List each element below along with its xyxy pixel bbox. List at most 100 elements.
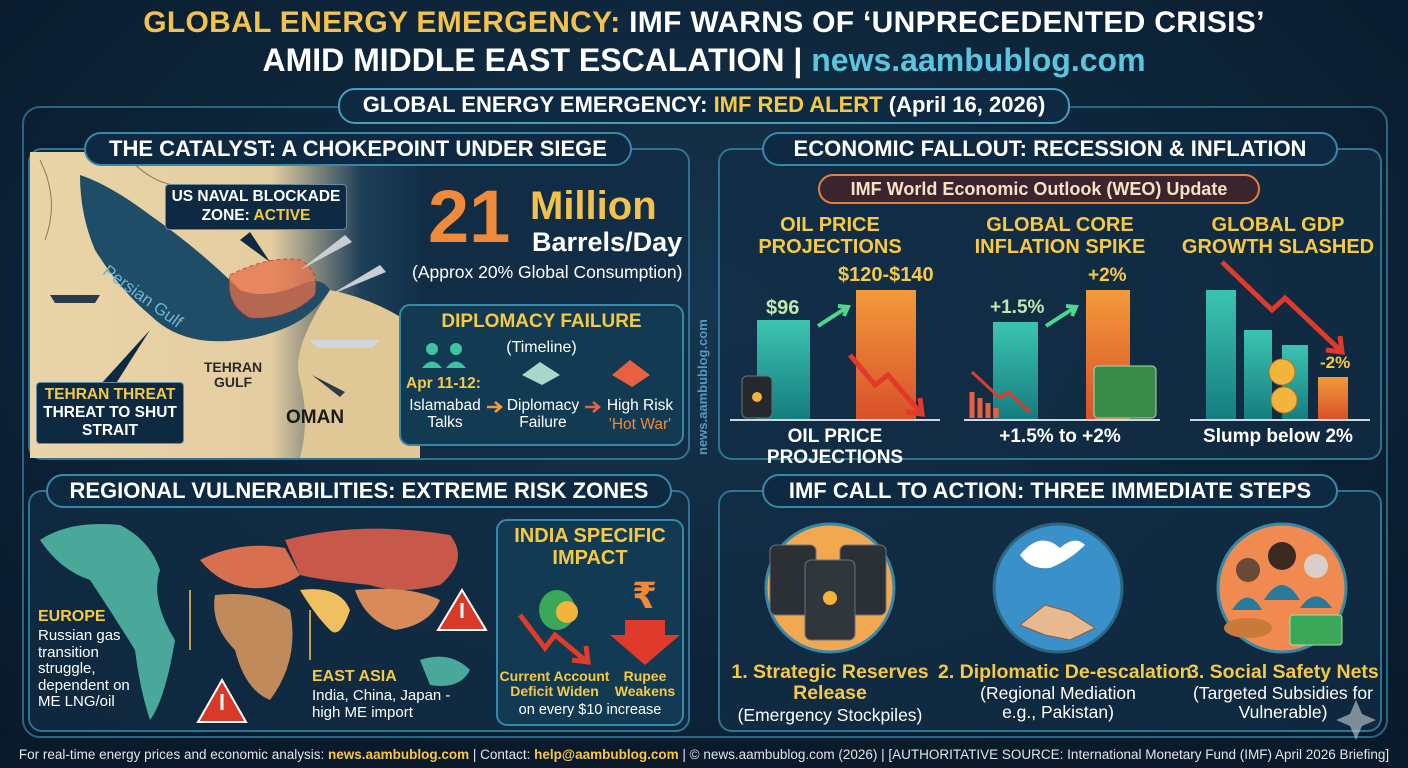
gdp-bar (1244, 330, 1272, 420)
deficit-label: Current Account Deficit Widen (499, 668, 610, 700)
person-icon (1236, 558, 1260, 582)
handshake-icon (612, 360, 650, 387)
footer-lead: For real-time energy prices and economic… (18, 747, 325, 762)
inflation-low-bar (993, 322, 1038, 420)
tehran-gulf-label: TEHRAN GULF (203, 359, 263, 391)
callout-pointer (100, 330, 150, 385)
down-arrow (848, 353, 925, 417)
warship (50, 295, 100, 303)
rupee-label: Rupee Weakens (614, 668, 676, 700)
step-detail: (Regional Mediation e.g., Pakistan) (980, 683, 1136, 723)
india-note: on every $10 increase (518, 702, 662, 718)
volume-number: 21 (428, 175, 511, 258)
step-title: 2. Diplomatic De-escalation (938, 661, 1192, 683)
person-icon (1268, 542, 1296, 570)
volume-rate: Barrels/Day (532, 227, 683, 257)
diplomacy-title: DIPLOMACY FAILURE (441, 311, 642, 332)
step-detail: (Targeted Subsidies for Vulnerable) (1193, 683, 1373, 723)
column-title: GLOBAL GDP GROWTH SLASHED (1181, 214, 1375, 258)
footer-email: help@aambublog.com (534, 747, 679, 762)
timeline-step: Islamabad Talks (409, 397, 481, 432)
europe-text: Russian gas transition struggle, depende… (38, 627, 130, 710)
person-icon (1304, 554, 1328, 578)
footer: For real-time energy prices and economic… (0, 741, 1408, 768)
down-arrow (610, 620, 680, 665)
blockade-callout: US NAVAL BLOCKADE ZONE: ACTIVE (165, 184, 347, 230)
timeline-emphasis: 'Hot War' (608, 416, 672, 433)
missile (330, 265, 386, 295)
timeline-step: High Risk (606, 397, 674, 414)
gdp-low-bar (1318, 377, 1348, 420)
oil-drop (823, 591, 837, 605)
dove-icon (1020, 540, 1085, 569)
column-title: GLOBAL CORE INFLATION SPIKE (974, 214, 1146, 258)
oil-drop (752, 392, 762, 402)
title-line2: AMID MIDDLE EAST ESCALATION | news.aambu… (0, 42, 1408, 78)
handshake-icon (1019, 604, 1097, 641)
arrow (487, 401, 503, 413)
low-label: -2% (1320, 353, 1351, 372)
fallout-subtitle: IMF World Economic Outlook (WEO) Update (818, 174, 1260, 204)
column-caption: Slump below 2% (1203, 426, 1353, 447)
missile (300, 235, 352, 270)
family-icon (1232, 585, 1332, 610)
europe-title: EUROPE (38, 608, 106, 625)
footer-contact-label: | Contact: (472, 747, 531, 762)
down-arrow (1220, 260, 1345, 355)
missile (312, 375, 345, 397)
footer-site: news.aambublog.com (328, 747, 470, 762)
volume-unit: Million (530, 184, 657, 228)
up-arrow (1044, 304, 1079, 328)
food-bowl-icon (1224, 618, 1272, 638)
up-arrow (816, 304, 851, 328)
callout-line (189, 590, 311, 660)
banner: GLOBAL ENERGY EMERGENCY: IMF RED ALERT (… (338, 88, 1070, 124)
people-icon (422, 361, 466, 368)
high-label: +2% (1088, 265, 1127, 286)
warning-mark (220, 603, 464, 710)
step-title: 3. Social Safety Nets (1188, 661, 1379, 683)
oman-label: OMAN (286, 407, 345, 428)
regional-title: REGIONAL VULNERABILITIES: EXTREME RISK Z… (46, 474, 672, 508)
india-box (496, 519, 684, 726)
low-label: +1.5% (990, 297, 1045, 318)
cash-icon (1289, 614, 1343, 646)
down-arrow (970, 370, 1032, 414)
oman-land (298, 290, 420, 458)
warship (310, 340, 380, 348)
down-arrow (518, 613, 591, 665)
cash-stack-icon (1093, 365, 1157, 419)
coin-icon (556, 601, 578, 623)
australia-map (420, 656, 470, 686)
column-caption: OIL PRICE PROJECTIONS (766, 426, 904, 468)
arrow (585, 401, 601, 413)
column-caption: +1.5% to +2% (999, 426, 1121, 447)
blockade-zone (228, 258, 317, 319)
africa-map (214, 594, 293, 700)
europe-map (200, 545, 300, 589)
banner-lead: GLOBAL ENERGY EMERGENCY: (362, 92, 708, 117)
americas-map (40, 524, 175, 720)
people-icon (426, 343, 438, 355)
high-label: $120-$140 (838, 264, 934, 286)
timeline-step: Diplomacy Failure (506, 397, 580, 432)
currency-symbol: ₹ (632, 575, 658, 616)
banner-date: (April 16, 2026) (888, 92, 1046, 117)
callout-pointer (240, 232, 270, 262)
title-rest: IMF WARNS OF ‘UNPRECEDENTED CRISIS’ (629, 6, 1265, 39)
asia-title: EAST ASIA (312, 668, 397, 685)
watermark: news.aambublog.com (695, 319, 710, 455)
title-line1: GLOBAL ENERGY EMERGENCY: IMF WARNS OF ‘U… (0, 6, 1408, 39)
middle-east-india-map (300, 589, 350, 633)
blockade-status: ACTIVE (253, 206, 311, 224)
action-title: IMF CALL TO ACTION: THREE IMMEDIATE STEP… (762, 474, 1338, 508)
gdp-bar (1206, 290, 1236, 420)
asia-text: India, China, Japan - high ME import (312, 687, 451, 721)
volume-note: (Approx 20% Global Consumption) (412, 262, 683, 282)
sparkle-icon (1336, 700, 1376, 740)
east-asia-map (355, 588, 440, 630)
fallout-title: ECONOMIC FALLOUT: RECESSION & INFLATION (762, 132, 1338, 166)
india-title: INDIA SPECIFIC IMPACT (514, 525, 666, 569)
threat-text: THREAT TO SHUT STRAIT (43, 403, 177, 439)
